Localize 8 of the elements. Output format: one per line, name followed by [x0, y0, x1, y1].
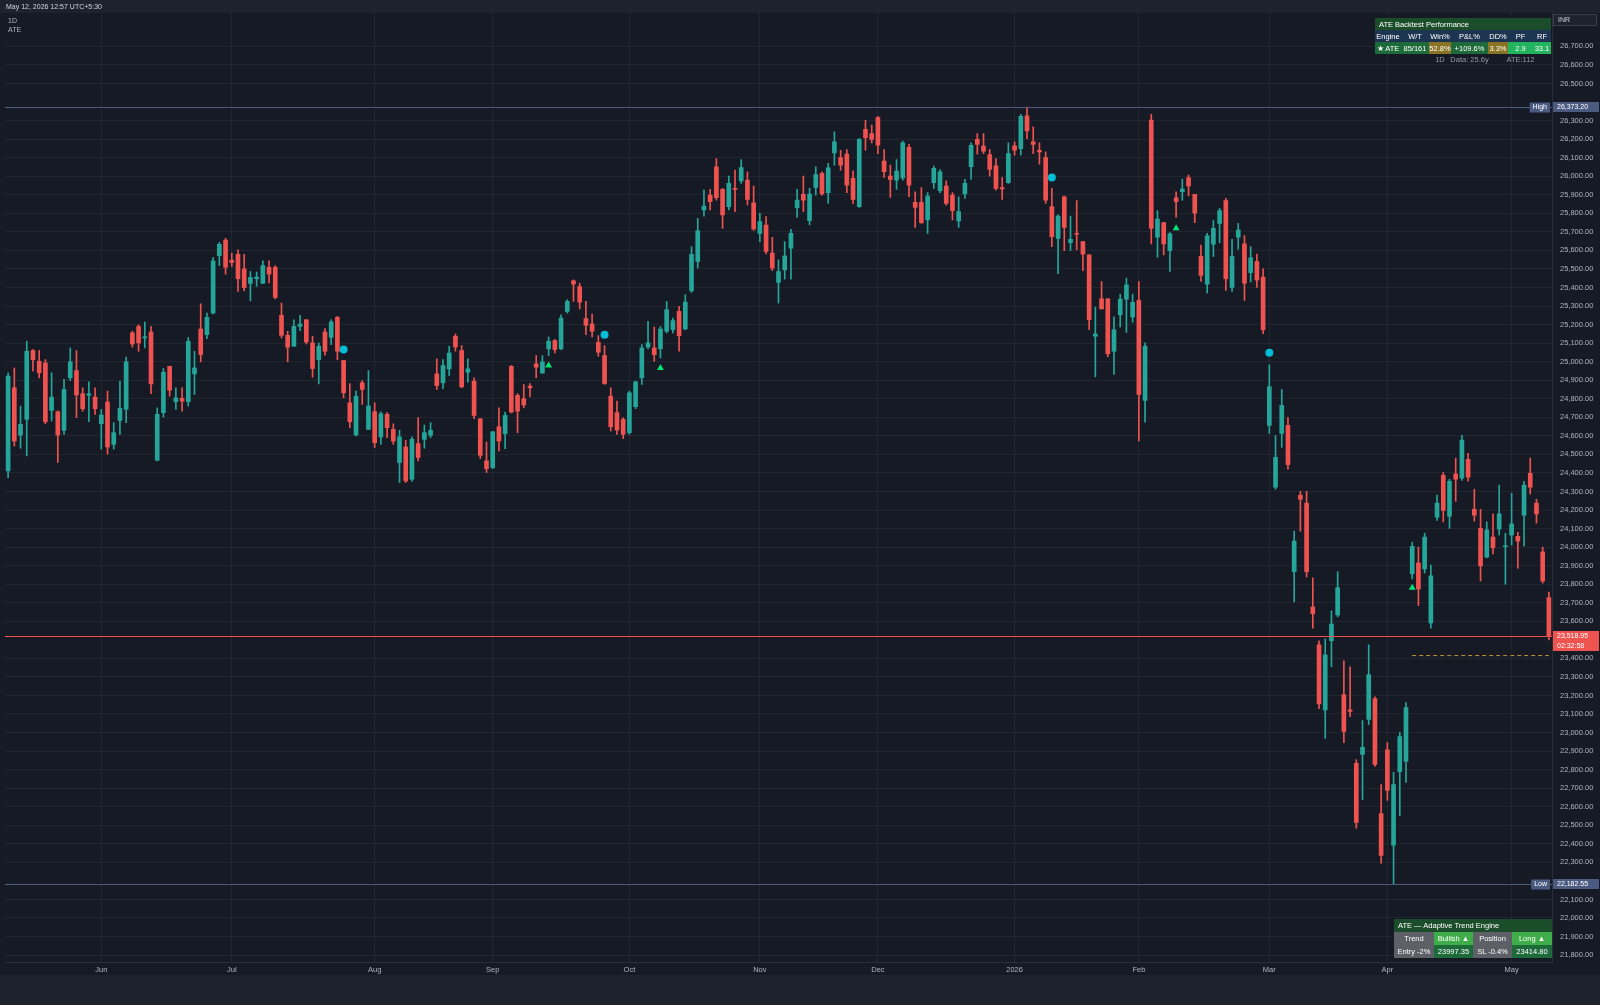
point — [1172, 224, 1180, 231]
point — [1408, 583, 1416, 590]
point — [656, 363, 664, 370]
point — [1265, 348, 1274, 357]
point — [545, 361, 553, 368]
point — [1047, 173, 1056, 182]
point — [339, 345, 348, 354]
point — [600, 330, 609, 339]
